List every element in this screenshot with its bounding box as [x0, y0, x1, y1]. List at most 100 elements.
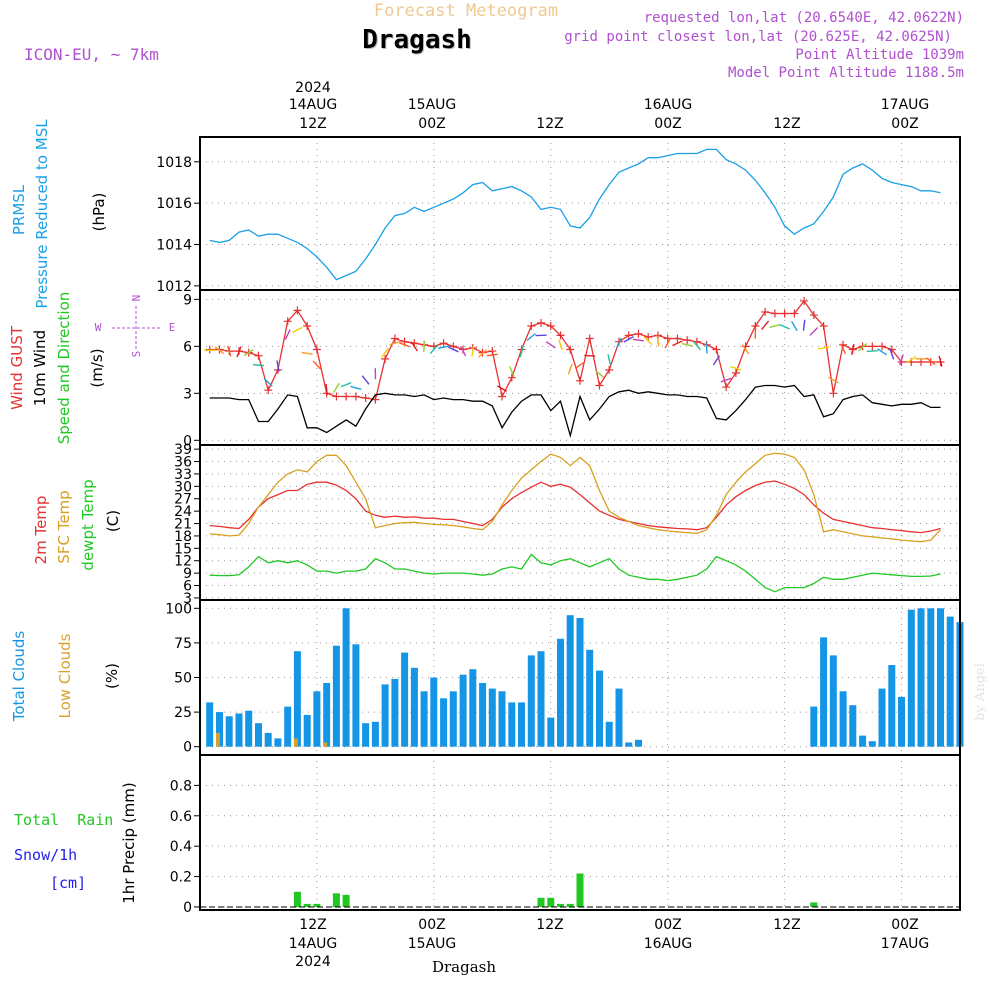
- compass-north: N: [130, 295, 143, 302]
- wind-unit: (m/s): [88, 348, 106, 387]
- total-clouds-bar: [274, 738, 281, 746]
- wind-direction-arrow: [706, 342, 707, 353]
- wind-direction-arrow: [780, 325, 790, 329]
- total-clouds-bar: [849, 705, 856, 747]
- credit-watermark: by Angel: [973, 663, 988, 721]
- bottom-time-axis: 12Z 14AUG 2024 00Z 15AUG 12Z 00Z 16AUG 1…: [289, 917, 930, 970]
- total-clouds-bar: [313, 691, 320, 746]
- total-clouds-bar: [352, 644, 359, 746]
- total-clouds-bar: [888, 665, 895, 747]
- gust-point: [488, 347, 496, 355]
- total-rain-bar: [577, 874, 584, 907]
- gust-point: [781, 309, 789, 317]
- total-clouds-bar: [469, 669, 476, 747]
- requested-coords: requested lon,lat (20.6540E, 42.0622N): [644, 10, 964, 26]
- total-rain-bar: [343, 895, 350, 907]
- total-clouds-bar: [362, 723, 369, 747]
- wind-direction-arrow: [810, 328, 818, 336]
- total-clouds-bar: [284, 707, 291, 747]
- top-tick-1-hour: 00Z: [418, 116, 445, 132]
- gust-point: [566, 345, 574, 353]
- total-clouds-bar: [596, 671, 603, 747]
- wind-panel-labels: Wind GUST 10m Wind Speed and Direction (…: [8, 292, 175, 445]
- bottom-tick-4-hour: 12Z: [773, 917, 800, 933]
- pressure-ytick-label: 1014: [156, 238, 192, 254]
- clouds-total-label: Total Clouds: [10, 631, 28, 723]
- plot-panels: 1012101410161018036936912151821242730333…: [156, 137, 963, 916]
- wind-direction-arrow: [341, 383, 351, 387]
- wind-direction-arrow: [559, 340, 562, 350]
- bottom-tick-3-hour: 00Z: [654, 917, 681, 933]
- wind-direction-arrow: [608, 354, 610, 365]
- top-tick-4-hour: 12Z: [773, 116, 800, 132]
- top-tick-5-hour: 00Z: [891, 116, 918, 132]
- model-name: ICON-EU, ~ 7km: [24, 45, 159, 64]
- total-clouds-bar: [538, 651, 545, 747]
- total-clouds-bar: [304, 715, 311, 747]
- total-clouds-bar: [625, 743, 632, 747]
- total-clouds-bar: [908, 610, 915, 747]
- wind-direction-arrow: [803, 320, 804, 331]
- total-clouds-bar: [421, 691, 428, 746]
- gust-point: [722, 383, 730, 391]
- top-tick-3-hour: 00Z: [654, 116, 681, 132]
- total-clouds-bar: [372, 722, 379, 747]
- bottom-tick-1-date: 15AUG: [408, 936, 457, 952]
- total-clouds-bar: [333, 646, 340, 747]
- wind-direction-arrow: [497, 386, 507, 392]
- bottom-tick-0-hour: 12Z: [299, 917, 326, 933]
- gust-point: [829, 389, 837, 397]
- total-clouds-bar: [879, 689, 886, 747]
- sfc-temp-line: [210, 453, 941, 541]
- total-rain-bar: [547, 898, 554, 907]
- total-rain-bar: [810, 902, 817, 907]
- wind-direction-arrow: [424, 341, 425, 352]
- gust-point: [352, 392, 360, 400]
- clouds-unit: (%): [103, 663, 121, 689]
- chart-location-title: Dragash: [362, 25, 472, 55]
- total-clouds-bar: [577, 618, 584, 747]
- top-tick-3-date: 16AUG: [644, 97, 693, 113]
- clouds-panel-labels: Total Clouds Low Clouds (%): [10, 631, 121, 723]
- gust-point: [732, 369, 740, 377]
- total-rain-bar: [538, 898, 545, 907]
- gust-point: [771, 309, 779, 317]
- gust-point: [332, 392, 340, 400]
- temp-dewpt-label: dewpt Temp: [79, 479, 97, 570]
- total-clouds-bar: [547, 718, 554, 747]
- chart-supertitle: Forecast Meteogram: [374, 1, 558, 21]
- total-clouds-bar: [557, 639, 564, 747]
- gust-point: [527, 322, 535, 330]
- total-clouds-bar: [518, 702, 525, 746]
- total-clouds-bar: [918, 608, 925, 746]
- wind-direction-arrow: [713, 356, 719, 365]
- gust-point: [595, 382, 603, 390]
- low-clouds-bar: [294, 738, 298, 746]
- wind-direction-arrow: [293, 327, 303, 332]
- prmsl-line: [210, 149, 941, 279]
- pressure-label-long: Pressure Reduced to MSL: [33, 119, 51, 309]
- pressure-label-short: PRMSL: [10, 184, 28, 235]
- precip-ytick-label: 0.8: [170, 778, 192, 794]
- total-clouds-bar: [343, 608, 350, 746]
- total-clouds-bar: [440, 698, 447, 746]
- total-clouds-bar: [616, 689, 623, 747]
- top-tick-2-hour: 12Z: [536, 116, 563, 132]
- precip-ytick-label: 0.2: [170, 870, 192, 886]
- total-clouds-bar: [236, 714, 243, 747]
- model-point-altitude: Model Point Altitude 1188.5m: [728, 65, 964, 81]
- total-clouds-bar: [479, 683, 486, 747]
- temp-2m-label: 2m Temp: [32, 496, 50, 565]
- total-clouds-bar: [401, 653, 408, 747]
- precip-unit: 1hr Precip (mm): [120, 782, 138, 903]
- gust-point: [537, 319, 545, 327]
- wind-ytick-label: 6: [183, 339, 192, 355]
- wind-ytick-label: 3: [183, 386, 192, 402]
- total-clouds-bar: [810, 707, 817, 747]
- wind-direction-arrow: [584, 355, 595, 356]
- total-clouds-bar: [255, 723, 262, 747]
- point-altitude: Point Altitude 1039m: [795, 47, 964, 63]
- gust-point: [254, 352, 262, 360]
